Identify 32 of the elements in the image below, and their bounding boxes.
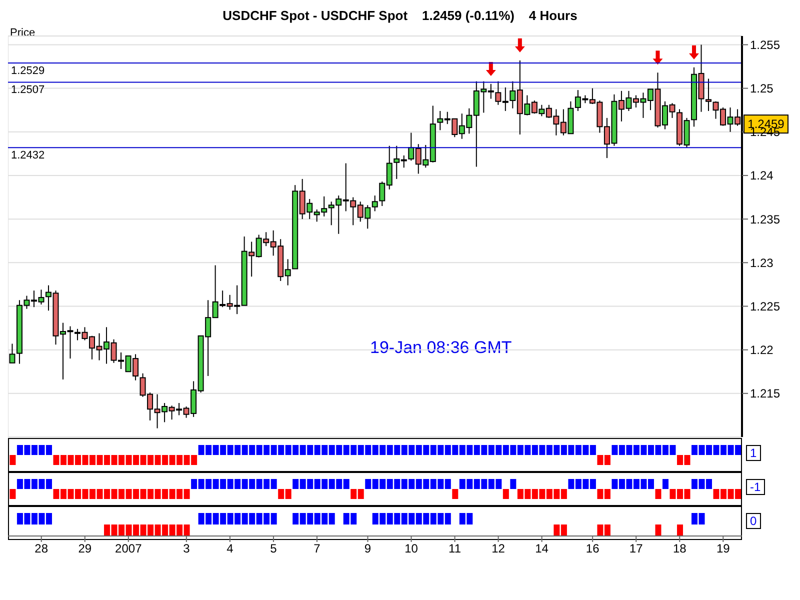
ref-line-label: 1.2432: [11, 149, 45, 162]
chart-title: USDCHF Spot - USDCHF Spot 1.2459 (-0.11%) 4 Hours: [222, 8, 578, 23]
text: 0: [746, 513, 761, 529]
y-tick-label: 1.215: [750, 386, 780, 401]
ref-line-label: 1.2529: [11, 64, 45, 77]
x-tick-label: 12: [492, 542, 506, 556]
x-tick-label: 14: [535, 542, 549, 556]
x-tick-label: 7: [314, 542, 321, 556]
ref-line-label: 1.2507: [11, 84, 45, 96]
annotation: 19-Jan 08:36 GMT: [370, 338, 512, 358]
y-tick-label: 1.23: [750, 256, 774, 270]
x-tick-label: 2007: [115, 542, 142, 556]
x-tick-label: 11: [448, 542, 462, 556]
x-tick-label: 4: [226, 542, 234, 556]
x-tick-label: 3: [183, 542, 190, 556]
y-tick-label: 1.22: [750, 343, 774, 358]
y-tick-label: 1.24: [750, 168, 774, 183]
x-tick-label: 9: [364, 542, 372, 556]
y-tick-label: 1.235: [750, 212, 780, 226]
text: -1: [746, 479, 765, 495]
y-tick-label: 1.25: [750, 82, 774, 96]
y-tick-label: 1.225: [750, 300, 780, 314]
x-tick-label: 5: [270, 542, 278, 556]
x-tick-label: 16: [586, 542, 600, 556]
x-tick-label: 10: [404, 542, 418, 556]
x-tick-label: 17: [629, 542, 644, 556]
y-tick-label: 1.255: [750, 38, 780, 52]
x-tick-label: 19: [716, 542, 730, 556]
x-tick-label: 29: [78, 542, 92, 556]
x-tick-label: 18: [672, 542, 687, 556]
x-tick-label: 28: [34, 542, 48, 556]
text: 1: [746, 445, 761, 461]
